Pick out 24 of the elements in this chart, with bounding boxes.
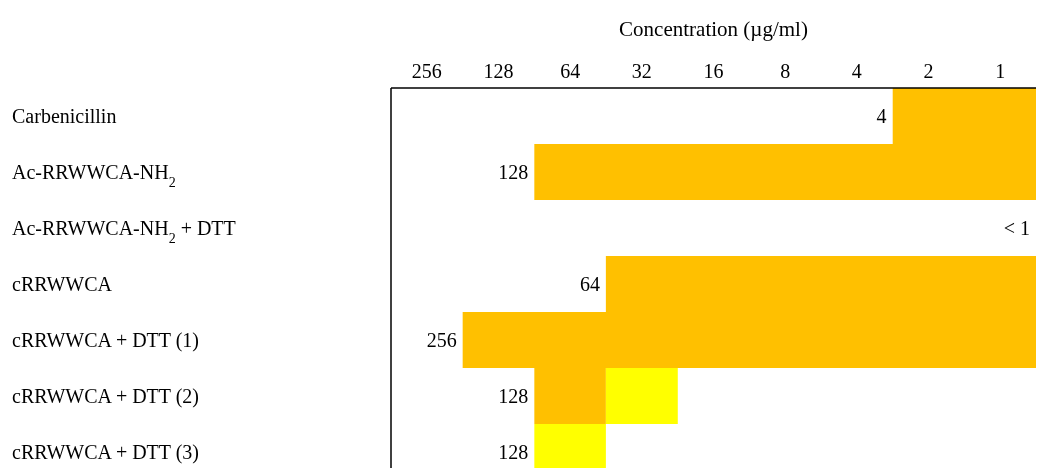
annotation: 128 — [498, 161, 529, 183]
annotation: < 1 — [1003, 217, 1030, 239]
y-tick-label: Ac-RRWWCA-NH$_{2}$ — [12, 161, 176, 190]
y-tick-label: cRRWWCA — [12, 273, 113, 295]
x-tick-label: 4 — [851, 60, 862, 82]
x-tick-label: 32 — [631, 60, 652, 82]
y-tick-label: cRRWWCA + DTT (1) — [12, 329, 200, 352]
y-tick-label: cRRWWCA + DTT (2) — [12, 385, 200, 408]
y-tick-label: Ac-RRWWCA-NH$_{2}$ + DTT — [12, 217, 236, 246]
x-axis-title: Concentration (µg/ml) — [619, 17, 808, 41]
x-tick-label: 128 — [483, 60, 514, 82]
x-tick-label: 16 — [703, 60, 724, 82]
annotation: 256 — [426, 329, 457, 351]
x-tick-label: 8 — [780, 60, 791, 82]
x-tick-label: 2 — [923, 60, 934, 82]
annotation: 128 — [498, 385, 529, 407]
x-tick-label: 64 — [560, 60, 581, 82]
x-tick-label: 1 — [995, 60, 1006, 82]
x-tick-label: 256 — [411, 60, 442, 82]
annotation: 4 — [876, 105, 887, 127]
y-tick-label: cRRWWCA + DTT (3) — [12, 441, 200, 464]
annotation: 128 — [498, 441, 529, 463]
annotation: 64 — [579, 273, 600, 295]
y-tick-label: Carbenicillin — [12, 105, 117, 127]
